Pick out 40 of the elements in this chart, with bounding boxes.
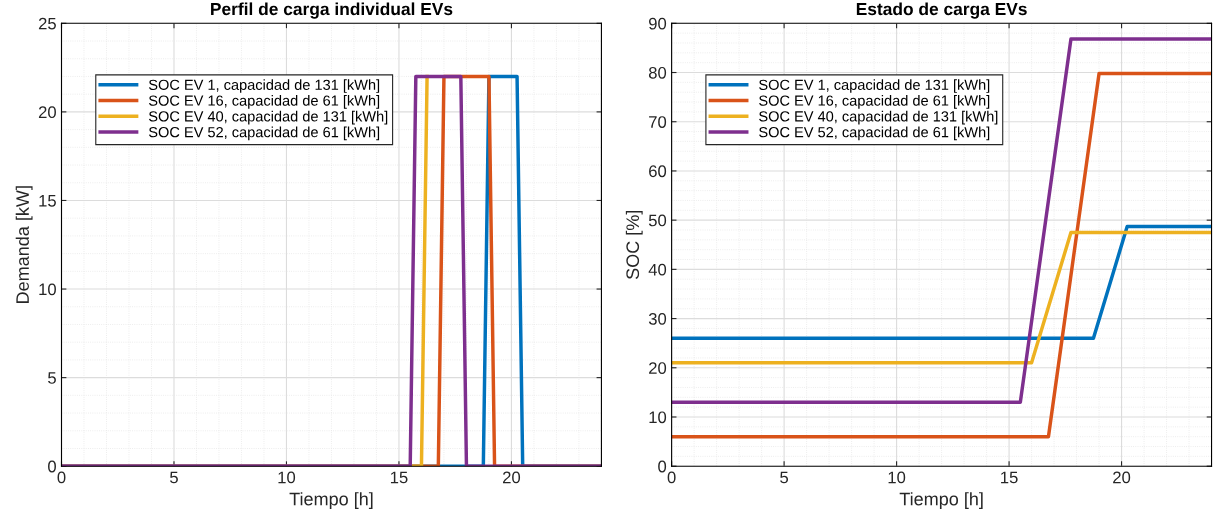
y-axis-title: SOC [%] — [625, 210, 643, 280]
y-tick-label: 10 — [649, 411, 667, 424]
legend-label: SOC EV 52, capacidad de 61 [kWh] — [759, 126, 990, 141]
y-tick-label: 20 — [38, 106, 56, 119]
y-tick-label: 15 — [39, 195, 56, 207]
y-tick-label: 50 — [648, 214, 667, 227]
chart-title: Perfil de carga individual EVs — [211, 2, 453, 19]
y-tick-label: 90 — [649, 17, 667, 30]
y-tick-label: 80 — [648, 66, 667, 79]
legend-label: SOC EV 16, capacidad de 61 [kWh] — [148, 95, 380, 109]
legend-label: SOC EV 16, capacidad de 61 [kWh] — [759, 95, 990, 109]
y-tick-label: 25 — [38, 17, 56, 30]
y-tick-label: 10 — [39, 283, 56, 296]
y-tick-label: 20 — [649, 362, 667, 374]
x-tick-label: 15 — [390, 471, 408, 484]
y-tick-label: 30 — [648, 312, 667, 325]
y-tick-label: 40 — [648, 263, 667, 276]
x-axis-title: Tiempo [h] — [899, 492, 983, 509]
x-tick-label: 10 — [888, 471, 906, 484]
x-axis-title: Tiempo [h] — [289, 492, 373, 509]
x-tick-label: 0 — [57, 471, 66, 484]
x-tick-label: 20 — [503, 471, 521, 484]
legend-label: SOC EV 1, capacidad de 131 [kWh] — [759, 79, 990, 93]
legend-label: SOC EV 40, capacidad de 131 [kWh] — [148, 110, 388, 125]
legend-label: SOC EV 52, capacidad de 61 [kWh] — [148, 126, 380, 141]
x-tick-label: 20 — [1113, 471, 1131, 484]
legend-label: SOC EV 40, capacidad de 131 [kWh] — [759, 110, 998, 125]
y-tick-label: 70 — [649, 116, 667, 128]
x-tick-label: 0 — [667, 471, 676, 484]
chart-title: Estado de carga EVs — [856, 2, 1027, 19]
y-axis-title: Demanda [kW] — [15, 186, 33, 303]
y-tick-label: 60 — [649, 165, 667, 178]
x-tick-label: 5 — [170, 471, 178, 484]
y-tick-label: 0 — [658, 460, 667, 473]
y-tick-label: 0 — [48, 460, 56, 473]
x-tick-label: 15 — [1001, 471, 1018, 484]
y-tick-label: 5 — [48, 372, 56, 384]
legend-label: SOC EV 1, capacidad de 131 [kWh] — [148, 79, 380, 93]
x-tick-label: 10 — [278, 471, 296, 484]
x-tick-label: 5 — [780, 471, 789, 484]
